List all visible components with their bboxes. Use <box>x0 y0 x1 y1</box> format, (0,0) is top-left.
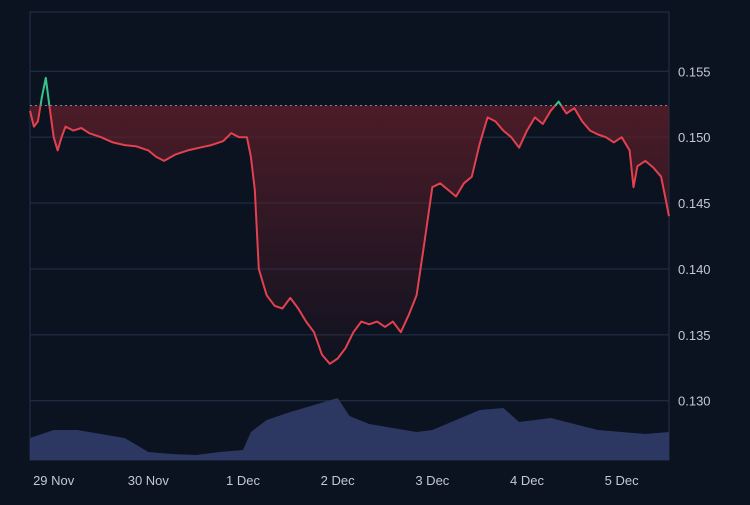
y-tick-label: 0.155 <box>678 64 711 79</box>
y-tick-label: 0.135 <box>678 328 711 343</box>
price-line-below <box>29 105 670 365</box>
x-axis: 29 Nov 30 Nov 1 Dec 2 Dec 3 Dec 4 Dec 5 Dec <box>33 473 639 488</box>
x-tick-label: 29 Nov <box>33 473 75 488</box>
x-tick-label: 5 Dec <box>605 473 639 488</box>
price-line <box>29 76 670 365</box>
y-tick-label: 0.130 <box>678 394 711 409</box>
x-tick-label: 3 Dec <box>415 473 449 488</box>
y-tick-label: 0.140 <box>678 262 711 277</box>
y-tick-label: 0.150 <box>678 130 711 145</box>
y-tick-label: 0.145 <box>678 196 711 211</box>
x-tick-label: 2 Dec <box>321 473 355 488</box>
x-tick-label: 1 Dec <box>226 473 260 488</box>
volume-area <box>30 398 669 460</box>
x-tick-label: 30 Nov <box>128 473 170 488</box>
y-axis: 0.155 0.150 0.145 0.140 0.135 0.130 <box>678 64 711 408</box>
volume-fill <box>30 398 669 460</box>
x-tick-label: 4 Dec <box>510 473 544 488</box>
price-area <box>30 105 669 364</box>
price-area-fill <box>30 105 669 364</box>
